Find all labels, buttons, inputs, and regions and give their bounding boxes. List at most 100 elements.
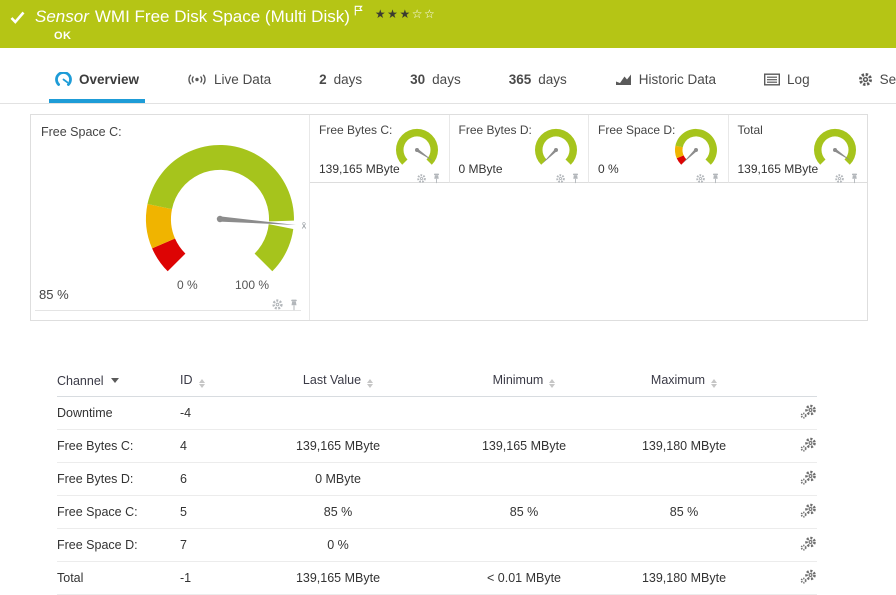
column-label: Last Value <box>302 373 362 387</box>
last-value-cell: 0 MByte <box>247 462 429 496</box>
tab-number: 365 <box>508 72 532 87</box>
tab-365-days[interactable]: 365 days <box>503 60 573 103</box>
column-header-last-value[interactable]: Last Value <box>247 365 429 397</box>
channel-settings-gear-icon[interactable] <box>800 569 817 584</box>
maximum-cell: 85 % <box>619 495 749 529</box>
tab-label: Historic Data <box>638 72 717 87</box>
tab-2-days[interactable]: 2 days <box>313 60 368 103</box>
channel-table-body: Downtime -4 Free Bytes C: 4 139,165 MByte 139… <box>57 396 817 595</box>
channel-table: Channel ID Last Value Minimum Maximum Downti… <box>57 365 817 595</box>
overview-gauge-panel: x̄ Free Space C: 0 % 100 % 85 % Free Byt… <box>30 114 868 321</box>
channel-row-free-space-c: Free Space C: 5 85 % 85 % 85 % <box>57 495 817 529</box>
maximum-cell <box>619 462 749 496</box>
tab-number: 2 <box>319 72 327 87</box>
tile-action-icons <box>271 298 299 311</box>
gauge-tile-total: Total 139,165 MByte <box>728 115 867 184</box>
gauge-tile-free-space-d: Free Space D: 0 % <box>589 115 729 184</box>
tab-overview[interactable]: Overview <box>49 60 146 103</box>
column-label: Maximum <box>650 373 706 387</box>
pin-icon[interactable] <box>289 299 299 311</box>
channel-settings-gear-icon[interactable] <box>800 536 817 551</box>
channel-id-cell: -4 <box>180 396 247 430</box>
channel-name-cell: Free Space C: <box>57 495 180 529</box>
last-value-cell <box>247 396 429 430</box>
channel-id-cell: 5 <box>180 495 247 529</box>
ok-check-icon <box>10 11 25 29</box>
sensor-status-text: OK <box>54 30 72 42</box>
pin-icon[interactable] <box>432 173 441 184</box>
last-value-cell: 0 % <box>247 528 429 562</box>
tile-action-icons <box>555 173 580 184</box>
sort-icon <box>711 379 718 388</box>
gauge-title: Free Bytes D: <box>458 123 532 137</box>
tab-label: Overview <box>79 72 140 87</box>
pin-icon[interactable] <box>571 173 580 184</box>
last-value-cell: 139,165 MByte <box>247 561 429 595</box>
channel-id-cell: 6 <box>180 462 247 496</box>
tab-30-days[interactable]: 30 days <box>404 60 467 103</box>
main-gauge-tile-free-space-c: x̄ Free Space C: 0 % 100 % 85 % <box>31 115 310 320</box>
gauge-current-value: 139,165 MByte <box>737 162 819 176</box>
channel-settings-gear-icon[interactable] <box>800 404 817 419</box>
sensor-tab-bar: Overview Live Data 2 days 30 days 365 days Histo… <box>0 60 896 104</box>
channel-id-cell: 4 <box>180 429 247 463</box>
gear-icon[interactable] <box>555 173 566 184</box>
tab-number: 30 <box>410 72 426 87</box>
maximum-cell: 139,180 MByte <box>619 561 749 595</box>
maximum-cell <box>619 528 749 562</box>
sort-icon <box>198 379 205 388</box>
column-header-maximum[interactable]: Maximum <box>619 365 749 397</box>
pin-icon[interactable] <box>711 173 720 184</box>
channel-name-cell: Total <box>57 561 180 595</box>
tab-label: days <box>333 72 363 87</box>
gear-icon[interactable] <box>416 173 427 184</box>
channel-id-cell: -1 <box>180 561 247 595</box>
minimum-cell: < 0.01 MByte <box>429 561 619 595</box>
tab-settings[interactable]: Settings <box>852 60 896 103</box>
tab-log[interactable]: Log <box>758 60 816 103</box>
channel-settings-gear-icon[interactable] <box>800 437 817 452</box>
sensor-word: Sensor <box>35 7 89 26</box>
mini-gauge-row: Free Bytes C: 139,165 MByte Free Bytes D: 0… <box>310 115 867 320</box>
tab-live-data[interactable]: Live Data <box>181 60 277 103</box>
sensor-status-header: Sensor WMI Free Disk Space (Multi Disk) … <box>0 0 896 48</box>
mini-gauge <box>395 128 438 165</box>
last-value-cell: 139,165 MByte <box>247 429 429 463</box>
sort-icon <box>367 379 374 388</box>
sensor-name: WMI Free Disk Space (Multi Disk) <box>94 7 350 26</box>
gauge-tile-free-bytes-c: Free Bytes C: 139,165 MByte <box>310 115 450 184</box>
minimum-cell: 139,165 MByte <box>429 429 619 463</box>
maximum-cell: 139,180 MByte <box>619 429 749 463</box>
pin-icon[interactable] <box>850 173 859 184</box>
mini-gauge <box>535 128 577 165</box>
tab-label: days <box>538 72 567 87</box>
gear-icon[interactable] <box>695 173 706 184</box>
tile-action-icons <box>695 173 720 184</box>
tab-historic-data[interactable]: Historic Data <box>609 60 722 103</box>
channel-row-free-bytes-c: Free Bytes C: 4 139,165 MByte 139,165 MByte… <box>57 429 817 463</box>
gauge-max-label: 100 % <box>235 278 270 292</box>
priority-flag-icon[interactable] <box>354 0 363 22</box>
channel-name-cell: Downtime <box>57 396 180 430</box>
priority-star-rating[interactable]: ★★★☆☆ <box>374 7 437 21</box>
gauge-title: Total <box>737 123 763 137</box>
last-value-cell: 85 % <box>247 495 429 529</box>
column-header-minimum[interactable]: Minimum <box>429 365 619 397</box>
gear-icon[interactable] <box>834 173 845 184</box>
minimum-cell <box>429 396 619 430</box>
channel-settings-gear-icon[interactable] <box>800 470 817 485</box>
column-header-id[interactable]: ID <box>180 365 247 397</box>
channel-settings-gear-icon[interactable] <box>800 503 817 518</box>
chart-icon <box>615 73 632 86</box>
tab-label: days <box>432 72 461 87</box>
column-label: Channel <box>57 373 104 388</box>
minimum-cell: 85 % <box>429 495 619 529</box>
column-header-channel[interactable]: Channel <box>57 365 180 397</box>
svg-text:x̄: x̄ <box>302 221 307 231</box>
gear-icon[interactable] <box>271 298 284 311</box>
minimum-cell <box>429 528 619 562</box>
gauge-icon <box>55 72 72 87</box>
channel-id-cell: 7 <box>180 528 247 562</box>
channel-row-total: Total -1 139,165 MByte < 0.01 MByte 139,180 … <box>57 561 817 595</box>
gauge-current-value: 85 % <box>39 287 69 302</box>
